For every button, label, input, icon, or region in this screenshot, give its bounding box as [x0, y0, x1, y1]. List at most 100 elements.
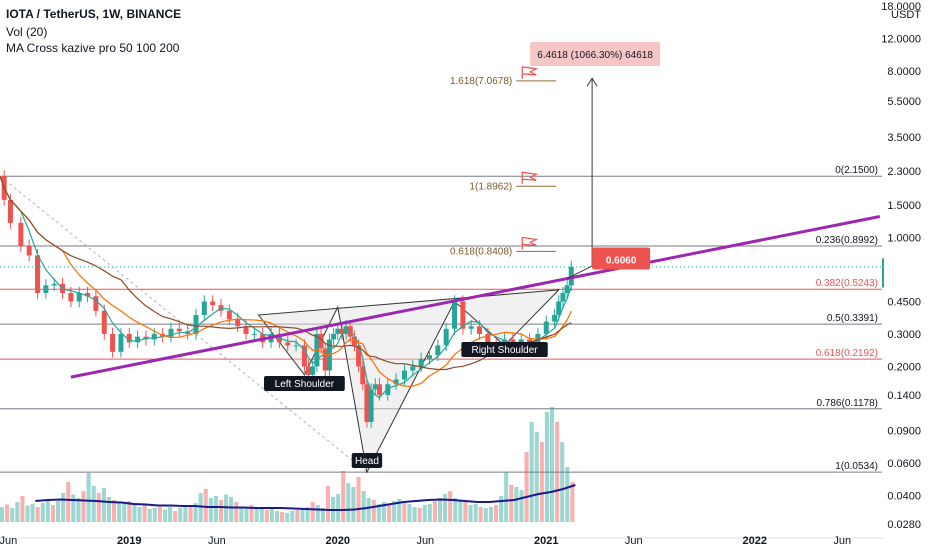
volume-bar[interactable] — [106, 497, 112, 522]
volume-bar[interactable] — [137, 507, 142, 522]
volume-bar[interactable] — [259, 507, 264, 522]
volume-bar[interactable] — [539, 442, 544, 522]
volume-bar[interactable] — [45, 499, 50, 523]
volume-bar[interactable] — [86, 473, 91, 522]
volume-bar[interactable] — [96, 493, 101, 522]
volume-bar[interactable] — [493, 505, 499, 522]
diagonal-dotted-line[interactable] — [0, 175, 368, 473]
candle-body[interactable] — [43, 285, 49, 294]
target-box[interactable] — [530, 42, 661, 66]
volume-bar[interactable] — [66, 482, 71, 522]
candle-body[interactable] — [564, 285, 570, 294]
volume-bar[interactable] — [168, 507, 173, 522]
volume-bar[interactable] — [173, 511, 178, 522]
volume-bar[interactable] — [407, 504, 412, 522]
volume-bar[interactable] — [208, 498, 213, 522]
volume-bar[interactable] — [376, 504, 381, 522]
volume-bar[interactable] — [81, 491, 86, 522]
volume-bar[interactable] — [478, 507, 483, 522]
volume-bar[interactable] — [147, 509, 152, 522]
candle-body[interactable] — [293, 345, 299, 347]
price-axis[interactable] — [884, 0, 932, 550]
volume-indicator-label[interactable]: Vol (20) — [6, 25, 48, 39]
volume-bar[interactable] — [269, 508, 274, 522]
volume-bar[interactable] — [300, 509, 305, 522]
candle-body[interactable] — [110, 333, 116, 352]
volume-bar[interactable] — [448, 491, 453, 522]
volume-bar[interactable] — [453, 498, 458, 522]
candle-body[interactable] — [410, 366, 416, 371]
volume-bar[interactable] — [254, 509, 259, 522]
candle-body[interactable] — [318, 333, 324, 349]
candle-body[interactable] — [452, 301, 458, 329]
trend-price-badge[interactable] — [592, 247, 651, 270]
candle-body[interactable] — [527, 339, 533, 343]
candle-body[interactable] — [306, 366, 312, 375]
volume-bar[interactable] — [529, 422, 534, 522]
volume-bar[interactable] — [35, 507, 40, 522]
volume-bar[interactable] — [381, 502, 387, 522]
candle-body[interactable] — [243, 326, 249, 334]
volume-bar[interactable] — [560, 442, 565, 522]
volume-bar[interactable] — [361, 491, 366, 522]
volume-bar[interactable] — [422, 505, 427, 522]
candle-body[interactable] — [210, 301, 216, 306]
candle-body[interactable] — [364, 384, 370, 422]
volume-bar[interactable] — [183, 507, 188, 522]
head-shoulders-pattern[interactable] — [257, 289, 561, 474]
candle-body[interactable] — [7, 199, 13, 223]
candle-body[interactable] — [543, 321, 549, 334]
volume-bar[interactable] — [565, 467, 570, 522]
candle-body[interactable] — [335, 328, 341, 334]
volume-bar[interactable] — [117, 502, 122, 522]
candle-body[interactable] — [101, 310, 107, 334]
volume-bar[interactable] — [397, 499, 402, 522]
volume-bar[interactable] — [152, 508, 157, 522]
candle-body[interactable] — [556, 301, 562, 315]
volume-bar[interactable] — [285, 513, 290, 522]
volume-bar[interactable] — [356, 477, 361, 522]
volume-bar[interactable] — [213, 496, 218, 522]
volume-bar[interactable] — [392, 501, 397, 522]
candle-body[interactable] — [51, 283, 57, 286]
ma-indicator-label[interactable]: MA Cross kazive pro 50 100 200 — [6, 41, 180, 55]
volume-bar[interactable] — [264, 510, 269, 522]
candle-body[interactable] — [26, 245, 32, 256]
candle-body[interactable] — [126, 333, 132, 343]
candle-body[interactable] — [468, 326, 474, 329]
candle-body[interactable] — [301, 345, 307, 367]
volume-bar[interactable] — [468, 505, 473, 522]
volume-bar[interactable] — [534, 432, 539, 522]
volume-bar[interactable] — [127, 501, 132, 522]
candle-body[interactable] — [426, 355, 432, 359]
candle-body[interactable] — [418, 358, 424, 367]
volume-bar[interactable] — [218, 500, 224, 522]
volume-bar[interactable] — [544, 412, 549, 522]
volume-bar[interactable] — [234, 502, 239, 522]
volume-bar[interactable] — [483, 508, 488, 522]
volume-bar[interactable] — [351, 487, 356, 522]
candle-body[interactable] — [151, 333, 157, 340]
volume-bar[interactable] — [341, 471, 346, 522]
volume-bar[interactable] — [488, 507, 493, 522]
volume-bar[interactable] — [5, 504, 10, 523]
volume-bar[interactable] — [61, 493, 66, 522]
volume-bar[interactable] — [325, 486, 331, 522]
volume-bar[interactable] — [371, 500, 376, 522]
volume-bar[interactable] — [310, 502, 315, 522]
candle-body[interactable] — [477, 326, 483, 334]
volume-bar[interactable] — [519, 490, 524, 522]
candle-body[interactable] — [235, 319, 241, 327]
trend-line[interactable] — [70, 215, 881, 379]
volume-bar[interactable] — [290, 511, 295, 522]
candle-body[interactable] — [535, 333, 541, 343]
candle-body[interactable] — [401, 370, 407, 380]
volume-bar[interactable] — [402, 503, 407, 522]
volume-bar[interactable] — [193, 503, 198, 522]
volume-bar[interactable] — [244, 508, 249, 522]
candle-body[interactable] — [360, 366, 366, 385]
volume-bar[interactable] — [463, 502, 468, 522]
volume-bar[interactable] — [122, 504, 127, 522]
candle-body[interactable] — [435, 345, 441, 356]
